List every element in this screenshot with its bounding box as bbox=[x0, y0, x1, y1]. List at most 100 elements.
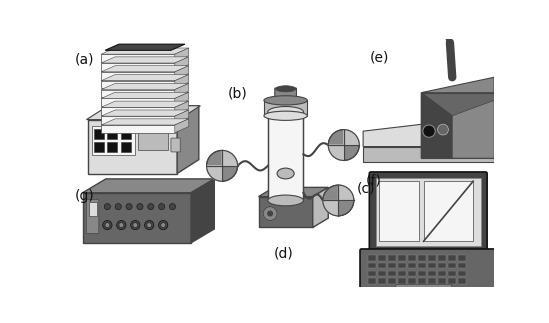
Circle shape bbox=[144, 221, 154, 230]
FancyBboxPatch shape bbox=[268, 112, 304, 201]
Polygon shape bbox=[101, 119, 189, 125]
Polygon shape bbox=[101, 72, 175, 79]
Polygon shape bbox=[177, 106, 199, 173]
Polygon shape bbox=[101, 66, 189, 72]
FancyBboxPatch shape bbox=[449, 271, 456, 276]
Polygon shape bbox=[101, 81, 175, 89]
Polygon shape bbox=[101, 99, 175, 106]
FancyBboxPatch shape bbox=[418, 278, 426, 284]
Polygon shape bbox=[328, 145, 344, 161]
FancyBboxPatch shape bbox=[171, 138, 180, 152]
Polygon shape bbox=[421, 93, 494, 158]
FancyBboxPatch shape bbox=[86, 200, 99, 234]
Circle shape bbox=[268, 211, 272, 216]
FancyBboxPatch shape bbox=[108, 142, 117, 152]
FancyBboxPatch shape bbox=[408, 255, 416, 261]
Circle shape bbox=[133, 223, 138, 227]
FancyBboxPatch shape bbox=[378, 278, 385, 284]
Circle shape bbox=[104, 203, 110, 210]
FancyBboxPatch shape bbox=[398, 271, 406, 276]
Circle shape bbox=[206, 151, 238, 181]
FancyBboxPatch shape bbox=[121, 129, 131, 139]
FancyBboxPatch shape bbox=[408, 278, 416, 284]
Polygon shape bbox=[175, 48, 189, 62]
FancyBboxPatch shape bbox=[388, 278, 396, 284]
Polygon shape bbox=[175, 57, 189, 71]
Polygon shape bbox=[101, 116, 175, 124]
Ellipse shape bbox=[277, 168, 294, 179]
Polygon shape bbox=[101, 107, 175, 115]
Polygon shape bbox=[88, 120, 177, 173]
Polygon shape bbox=[344, 130, 359, 145]
FancyBboxPatch shape bbox=[408, 263, 416, 268]
Polygon shape bbox=[206, 166, 222, 181]
Polygon shape bbox=[323, 201, 338, 216]
Text: (a): (a) bbox=[75, 53, 94, 67]
Polygon shape bbox=[175, 75, 189, 89]
Text: (b): (b) bbox=[227, 87, 247, 100]
FancyBboxPatch shape bbox=[378, 263, 385, 268]
FancyBboxPatch shape bbox=[458, 271, 466, 276]
Polygon shape bbox=[421, 77, 494, 93]
Polygon shape bbox=[452, 100, 494, 158]
Circle shape bbox=[117, 221, 126, 230]
FancyBboxPatch shape bbox=[449, 255, 456, 261]
Polygon shape bbox=[101, 75, 189, 81]
Circle shape bbox=[159, 203, 165, 210]
Polygon shape bbox=[101, 110, 189, 116]
FancyBboxPatch shape bbox=[418, 255, 426, 261]
Polygon shape bbox=[175, 119, 189, 133]
Circle shape bbox=[115, 203, 121, 210]
Circle shape bbox=[147, 223, 152, 227]
Polygon shape bbox=[175, 110, 189, 124]
Polygon shape bbox=[101, 63, 175, 71]
Circle shape bbox=[131, 221, 140, 230]
Polygon shape bbox=[259, 187, 328, 197]
FancyBboxPatch shape bbox=[428, 263, 436, 268]
Polygon shape bbox=[338, 185, 354, 201]
Ellipse shape bbox=[268, 195, 304, 206]
FancyBboxPatch shape bbox=[438, 263, 446, 268]
Circle shape bbox=[126, 203, 132, 210]
Polygon shape bbox=[82, 179, 214, 193]
FancyBboxPatch shape bbox=[376, 178, 481, 246]
Circle shape bbox=[148, 203, 154, 210]
FancyBboxPatch shape bbox=[449, 278, 456, 284]
FancyBboxPatch shape bbox=[378, 255, 385, 261]
Ellipse shape bbox=[268, 107, 304, 117]
Polygon shape bbox=[222, 151, 238, 166]
FancyBboxPatch shape bbox=[428, 278, 436, 284]
FancyBboxPatch shape bbox=[369, 172, 487, 252]
FancyBboxPatch shape bbox=[458, 278, 466, 284]
FancyBboxPatch shape bbox=[388, 263, 396, 268]
Polygon shape bbox=[101, 101, 189, 107]
Polygon shape bbox=[88, 106, 199, 120]
Polygon shape bbox=[191, 179, 214, 243]
FancyBboxPatch shape bbox=[108, 129, 117, 139]
Polygon shape bbox=[105, 44, 185, 50]
Polygon shape bbox=[175, 92, 189, 106]
Circle shape bbox=[323, 185, 354, 216]
Circle shape bbox=[161, 223, 165, 227]
FancyBboxPatch shape bbox=[138, 129, 168, 151]
Polygon shape bbox=[363, 116, 494, 147]
FancyBboxPatch shape bbox=[388, 271, 396, 276]
FancyBboxPatch shape bbox=[408, 271, 416, 276]
FancyBboxPatch shape bbox=[264, 100, 307, 116]
FancyBboxPatch shape bbox=[418, 271, 426, 276]
FancyBboxPatch shape bbox=[449, 263, 456, 268]
Circle shape bbox=[159, 221, 168, 230]
Polygon shape bbox=[363, 147, 494, 162]
Circle shape bbox=[103, 221, 112, 230]
Text: (g): (g) bbox=[75, 189, 94, 203]
Circle shape bbox=[105, 223, 110, 227]
FancyBboxPatch shape bbox=[378, 271, 385, 276]
FancyBboxPatch shape bbox=[388, 255, 396, 261]
Polygon shape bbox=[82, 193, 191, 243]
Ellipse shape bbox=[276, 86, 296, 92]
Polygon shape bbox=[101, 83, 189, 89]
FancyBboxPatch shape bbox=[275, 88, 296, 103]
Text: (e): (e) bbox=[369, 50, 389, 64]
FancyBboxPatch shape bbox=[121, 142, 131, 152]
FancyBboxPatch shape bbox=[94, 142, 104, 152]
